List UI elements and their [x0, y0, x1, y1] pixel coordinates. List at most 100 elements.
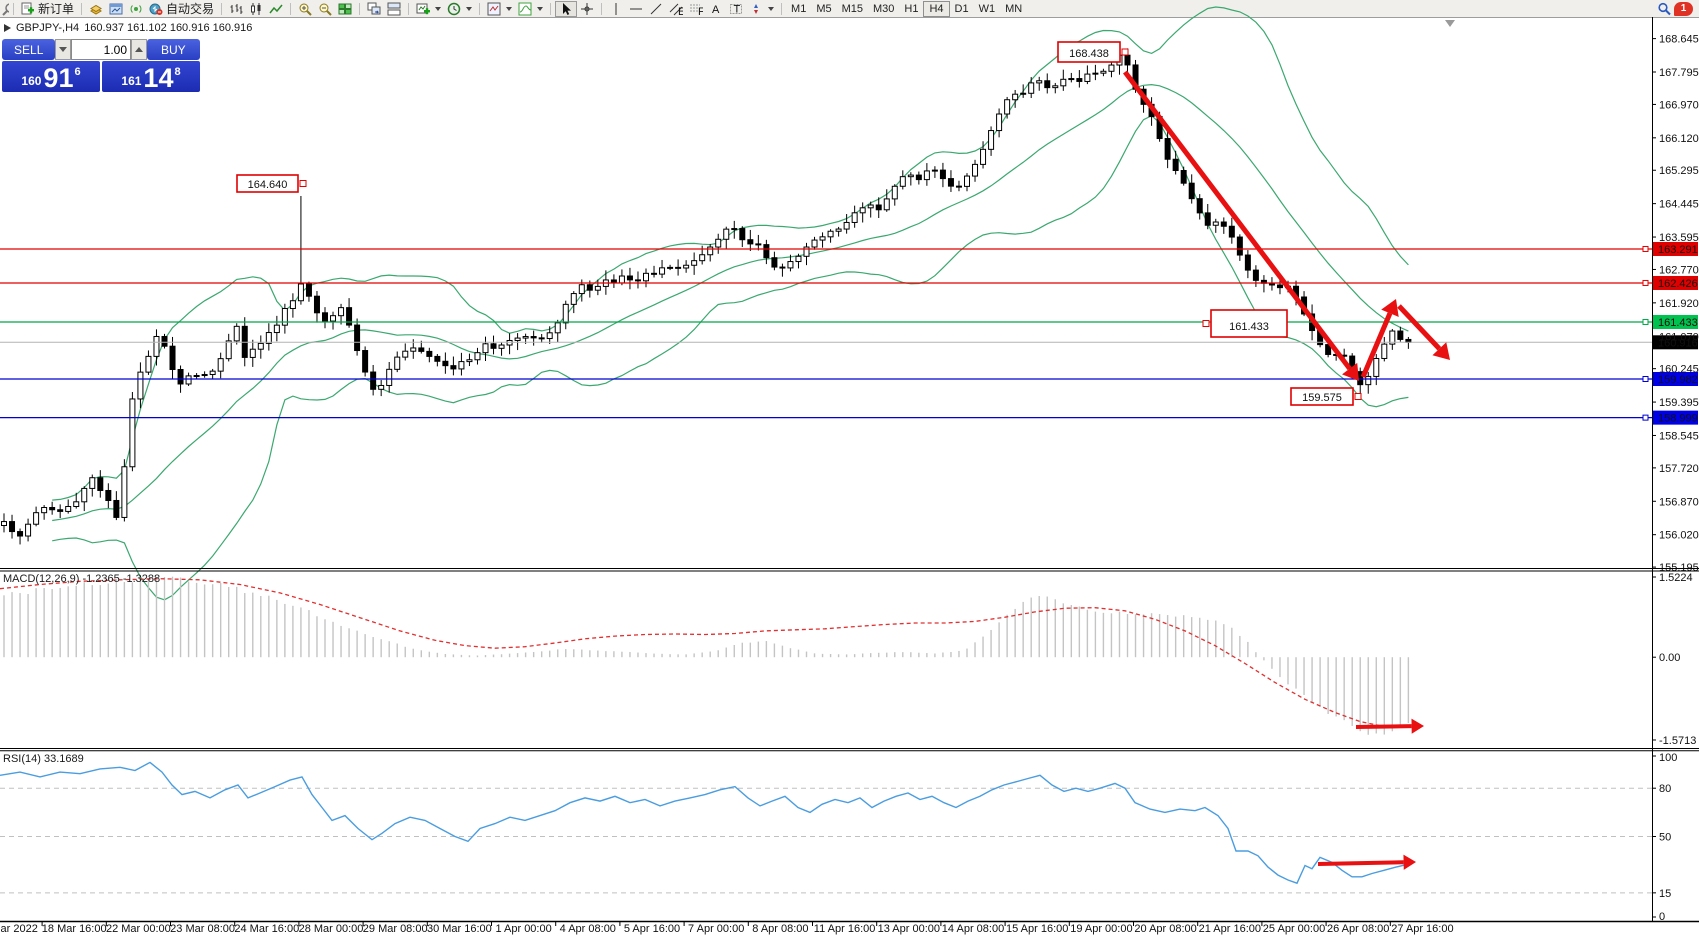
time-axis-label: 25 Apr 00:00	[1262, 923, 1326, 935]
channel-tool-button[interactable]: E	[666, 1, 686, 17]
crosshair-tool-button[interactable]	[577, 1, 597, 17]
zoom-in-icon	[299, 3, 312, 16]
svg-text:161.920: 161.920	[1659, 298, 1699, 310]
line-handle	[1642, 414, 1649, 421]
zoom-in-button[interactable]	[295, 1, 315, 17]
timeframe-W1[interactable]: W1	[978, 2, 996, 15]
buy-button[interactable]: BUY	[146, 39, 200, 60]
buy-price-pip: 8	[174, 66, 181, 78]
trend-arrows[interactable]	[1123, 70, 1450, 870]
timeframe-M1[interactable]: M1	[791, 2, 807, 15]
indicators-button[interactable]	[515, 1, 546, 17]
horizontal-line-tool-button[interactable]	[626, 1, 646, 17]
time-axis-label: 30 Mar 16:00	[426, 923, 492, 935]
cursor-tool-button[interactable]	[555, 0, 578, 17]
axis-price-box-label: 158.999	[1658, 413, 1698, 425]
svg-text:167.795: 167.795	[1659, 67, 1699, 79]
text-tool-button[interactable]: A	[706, 1, 726, 17]
svg-text:159.395: 159.395	[1659, 397, 1699, 409]
separator	[81, 2, 83, 15]
time-axis-label: 22 Mar 00:00	[105, 923, 171, 935]
timeframe-M15[interactable]: M15	[841, 2, 863, 15]
time-axis-label: 28 Mar 00:00	[298, 923, 364, 935]
periods-button[interactable]	[444, 1, 475, 17]
profiles-icon	[90, 4, 102, 15]
signal-icon	[130, 4, 142, 13]
svg-text:162.770: 162.770	[1659, 264, 1699, 276]
cascade-windows-icon	[367, 2, 381, 14]
annotation-label: 168.438	[1069, 48, 1109, 60]
indicators-icon	[518, 2, 532, 15]
axis-price-box-label: 163.291	[1658, 244, 1698, 256]
time-axis-label: 13 Apr 00:00	[877, 923, 940, 935]
timeframe-H4[interactable]: H4	[923, 0, 950, 17]
axis-price-box-label: 159.982	[1658, 374, 1698, 386]
timeframe-M30[interactable]: M30	[873, 2, 895, 15]
vertical-line-tool-button[interactable]	[606, 1, 626, 17]
annotation-label: 161.433	[1229, 321, 1269, 333]
chevron-down-icon	[506, 6, 513, 11]
chevron-down-icon	[537, 6, 544, 11]
time-axis-label: 23 Mar 08:00	[170, 923, 236, 935]
axis-price-box	[1653, 372, 1698, 387]
bar-chart-mode-button[interactable]	[226, 1, 246, 17]
sell-price-tile[interactable]: 160 91 6	[2, 61, 100, 92]
one-click-collapse-arrow[interactable]	[4, 24, 11, 32]
volume-down-button[interactable]	[55, 39, 71, 60]
chart-shift-marker	[1445, 20, 1455, 27]
time-axis-label: 26 Apr 08:00	[1326, 923, 1390, 935]
candlestick-mode-button[interactable]	[246, 1, 266, 17]
auto-trading-button[interactable]: 自动交易	[146, 1, 217, 17]
new-chart-button[interactable]	[413, 1, 444, 17]
buy-price-tile[interactable]: 161 14 8	[102, 61, 200, 92]
new-order-icon	[21, 2, 34, 14]
level-lines[interactable]: 163.291 162.426 161.433 160.916 159.982 158.9…	[0, 241, 1698, 425]
timeframe-group: M1 M5 M15 M30 H1 H4 D1 W1 MN	[786, 0, 1027, 17]
timeframe-MN[interactable]: MN	[1005, 2, 1023, 15]
line-chart-mode-button[interactable]	[266, 1, 286, 17]
notification-badge[interactable]: 1	[1674, 1, 1693, 16]
profiles-button[interactable]	[86, 1, 106, 17]
crosshair-icon	[581, 2, 594, 15]
timeframe-H1[interactable]: H1	[904, 2, 919, 15]
signals-button[interactable]	[126, 1, 146, 17]
timeframe-M5[interactable]: M5	[816, 2, 832, 15]
cursor-icon	[563, 2, 572, 15]
fibonacci-tool-button[interactable]: F	[686, 1, 706, 17]
separator	[359, 2, 361, 15]
separator	[550, 2, 552, 15]
arrows-tool-button[interactable]	[746, 1, 777, 17]
one-click-trading-panel: SELL BUY 160 91 6 161 14 8	[2, 39, 200, 92]
svg-text:158.545: 158.545	[1659, 430, 1699, 442]
time-axis-label: 21 Apr 16:00	[1198, 923, 1261, 935]
volume-input[interactable]	[71, 39, 131, 60]
svg-text:0.00: 0.00	[1659, 652, 1680, 664]
separator	[601, 2, 603, 15]
trendline-tool-button[interactable]	[646, 1, 666, 17]
search-button[interactable]	[1654, 1, 1674, 17]
annotations[interactable]: 168.438 164.640 161.433 159.575	[236, 41, 1362, 406]
templates-button[interactable]	[484, 1, 515, 17]
arrange-windows-button[interactable]	[384, 1, 404, 17]
svg-text:160.245: 160.245	[1659, 364, 1699, 376]
zoom-out-button[interactable]	[315, 1, 335, 17]
svg-text:1.5224: 1.5224	[1659, 572, 1693, 584]
label-tool-button[interactable]: T	[726, 1, 746, 17]
time-axis-label: 8 Apr 08:00	[752, 923, 809, 935]
timeframe-D1[interactable]: D1	[954, 2, 969, 15]
market-watch-button[interactable]	[106, 1, 126, 17]
text-icon: A	[712, 4, 720, 16]
time-axis-label: 24 Mar 16:00	[234, 923, 300, 935]
new-order-label: 新订单	[38, 2, 75, 16]
cascade-windows-button[interactable]	[364, 1, 384, 17]
tile-windows-button[interactable]	[335, 1, 355, 17]
rsi-label: RSI(14) 33.1689	[3, 753, 84, 765]
text-label-icon: T	[730, 3, 743, 15]
bollinger-bands	[52, 6, 1409, 601]
line-handle	[1642, 245, 1649, 252]
new-order-button[interactable]: 新订单	[18, 1, 77, 17]
volume-up-button[interactable]	[131, 39, 147, 60]
sell-button[interactable]: SELL	[2, 39, 56, 60]
